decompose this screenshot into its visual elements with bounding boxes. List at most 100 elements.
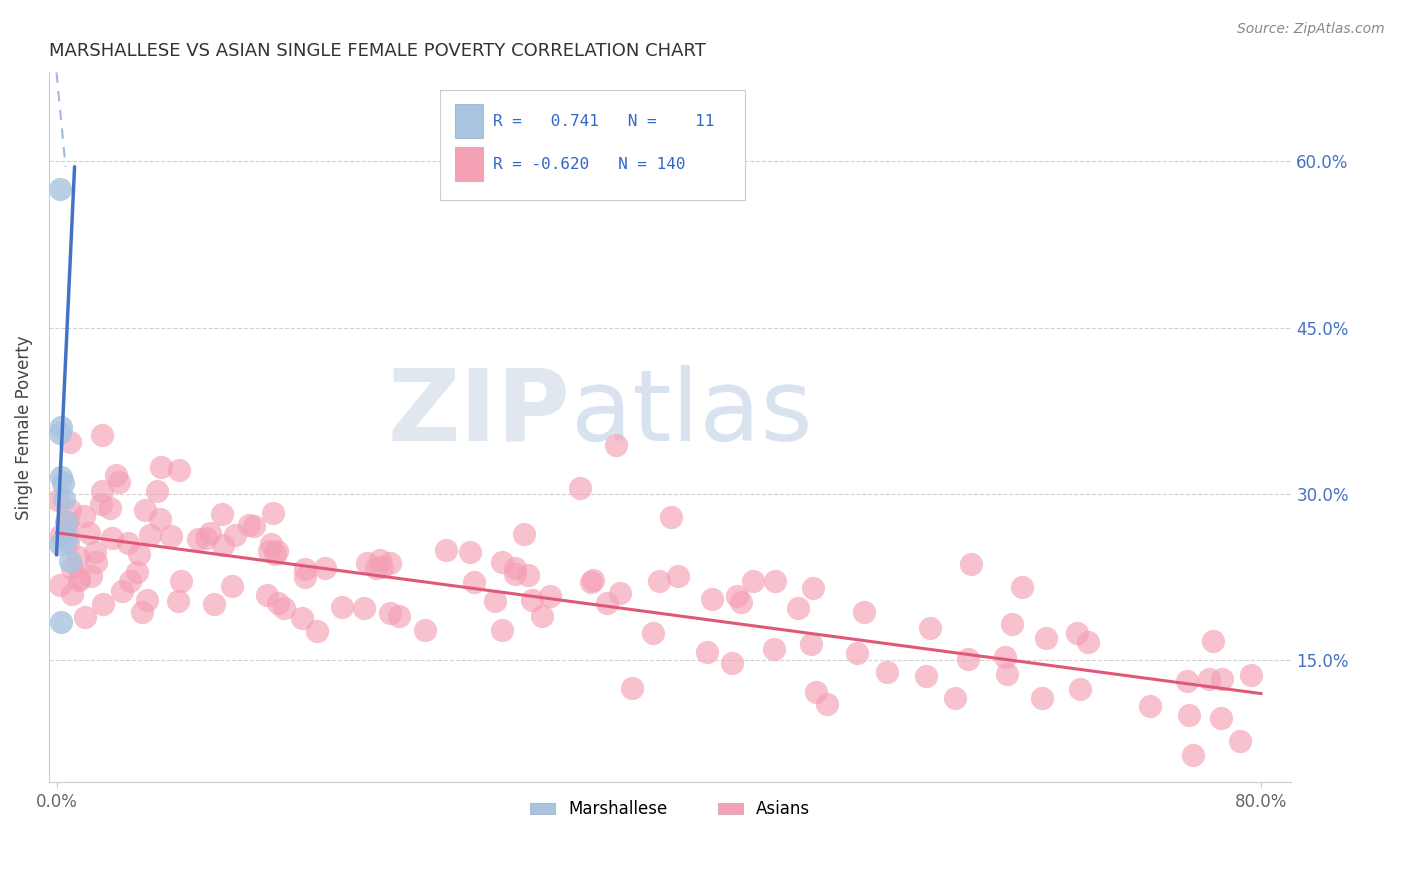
Point [959, 558, 981, 572]
Legend: Marshallese, Asians: Marshallese, Asians [523, 794, 817, 825]
Point [56, 531, 79, 545]
Point [1001, 616, 1024, 631]
Point [517, 568, 540, 582]
Point [128, 547, 150, 561]
Point [256, 589, 278, 603]
Point [621, 681, 644, 696]
Text: MARSHALLESE VS ASIAN SINGLE FEMALE POVERTY CORRELATION CHART: MARSHALLESE VS ASIAN SINGLE FEMALE POVER… [49, 42, 706, 60]
Point [520, 592, 543, 607]
Point [957, 652, 980, 666]
Point [90, 428, 112, 442]
Point [378, 556, 401, 570]
Point [77, 525, 100, 540]
Point [195, 531, 218, 545]
Point [1066, 626, 1088, 640]
Point [139, 527, 162, 541]
Point [876, 665, 898, 679]
Point [211, 508, 233, 522]
Point [582, 574, 605, 588]
Point [263, 547, 285, 561]
Point [641, 625, 664, 640]
Point [58, 535, 80, 549]
Point [995, 666, 1018, 681]
Point [800, 636, 823, 650]
Point [98, 501, 121, 516]
Point [741, 574, 763, 589]
Point [90, 483, 112, 498]
Point [1229, 734, 1251, 748]
Point [434, 542, 457, 557]
Point [356, 556, 378, 570]
Point [134, 503, 156, 517]
Point [111, 583, 134, 598]
Point [1177, 673, 1199, 688]
Text: atlas: atlas [571, 365, 813, 462]
Point [458, 545, 481, 559]
Point [104, 468, 127, 483]
Point [73, 509, 96, 524]
Point [59, 435, 82, 450]
Point [846, 646, 869, 660]
Point [1181, 747, 1204, 762]
Point [273, 601, 295, 615]
Point [55, 515, 77, 529]
FancyBboxPatch shape [456, 147, 482, 181]
Point [67, 549, 90, 564]
Point [801, 581, 824, 595]
Point [596, 596, 619, 610]
Point [484, 594, 506, 608]
Point [51, 475, 73, 490]
Point [609, 586, 631, 600]
Point [1240, 668, 1263, 682]
Point [1035, 631, 1057, 645]
Point [131, 605, 153, 619]
Point [67, 571, 90, 585]
Point [108, 475, 131, 489]
Point [135, 593, 157, 607]
Point [647, 574, 669, 589]
Point [49, 470, 72, 484]
Point [370, 553, 392, 567]
Point [1209, 711, 1232, 725]
Point [59, 553, 82, 567]
FancyBboxPatch shape [440, 90, 745, 200]
Point [815, 697, 838, 711]
Point [1011, 580, 1033, 594]
Point [1077, 635, 1099, 649]
Point [1211, 673, 1233, 687]
Point [659, 510, 682, 524]
Point [170, 574, 193, 589]
Point [146, 484, 169, 499]
Point [531, 609, 554, 624]
Point [48, 537, 70, 551]
Point [463, 575, 485, 590]
Point [212, 538, 235, 552]
Point [696, 645, 718, 659]
Point [159, 529, 181, 543]
Point [314, 561, 336, 575]
Point [257, 544, 280, 558]
Point [804, 685, 827, 699]
Point [259, 537, 281, 551]
Point [730, 595, 752, 609]
Point [294, 562, 316, 576]
Text: R =   0.741   N =    11: R = 0.741 N = 11 [492, 114, 714, 129]
Point [763, 641, 786, 656]
Point [503, 566, 526, 581]
Text: R = -0.620   N = 140: R = -0.620 N = 140 [492, 156, 685, 171]
Text: Source: ZipAtlas.com: Source: ZipAtlas.com [1237, 22, 1385, 37]
Point [1198, 672, 1220, 686]
Point [58, 515, 80, 529]
Point [100, 531, 122, 545]
Point [915, 669, 938, 683]
Point [1069, 682, 1091, 697]
Point [294, 570, 316, 584]
Point [787, 601, 810, 615]
Y-axis label: Single Female Poverty: Single Female Poverty [15, 335, 32, 520]
Point [46, 492, 69, 507]
Point [49, 420, 72, 434]
Point [198, 526, 221, 541]
Point [491, 555, 513, 569]
Point [568, 481, 591, 495]
Point [852, 605, 875, 619]
